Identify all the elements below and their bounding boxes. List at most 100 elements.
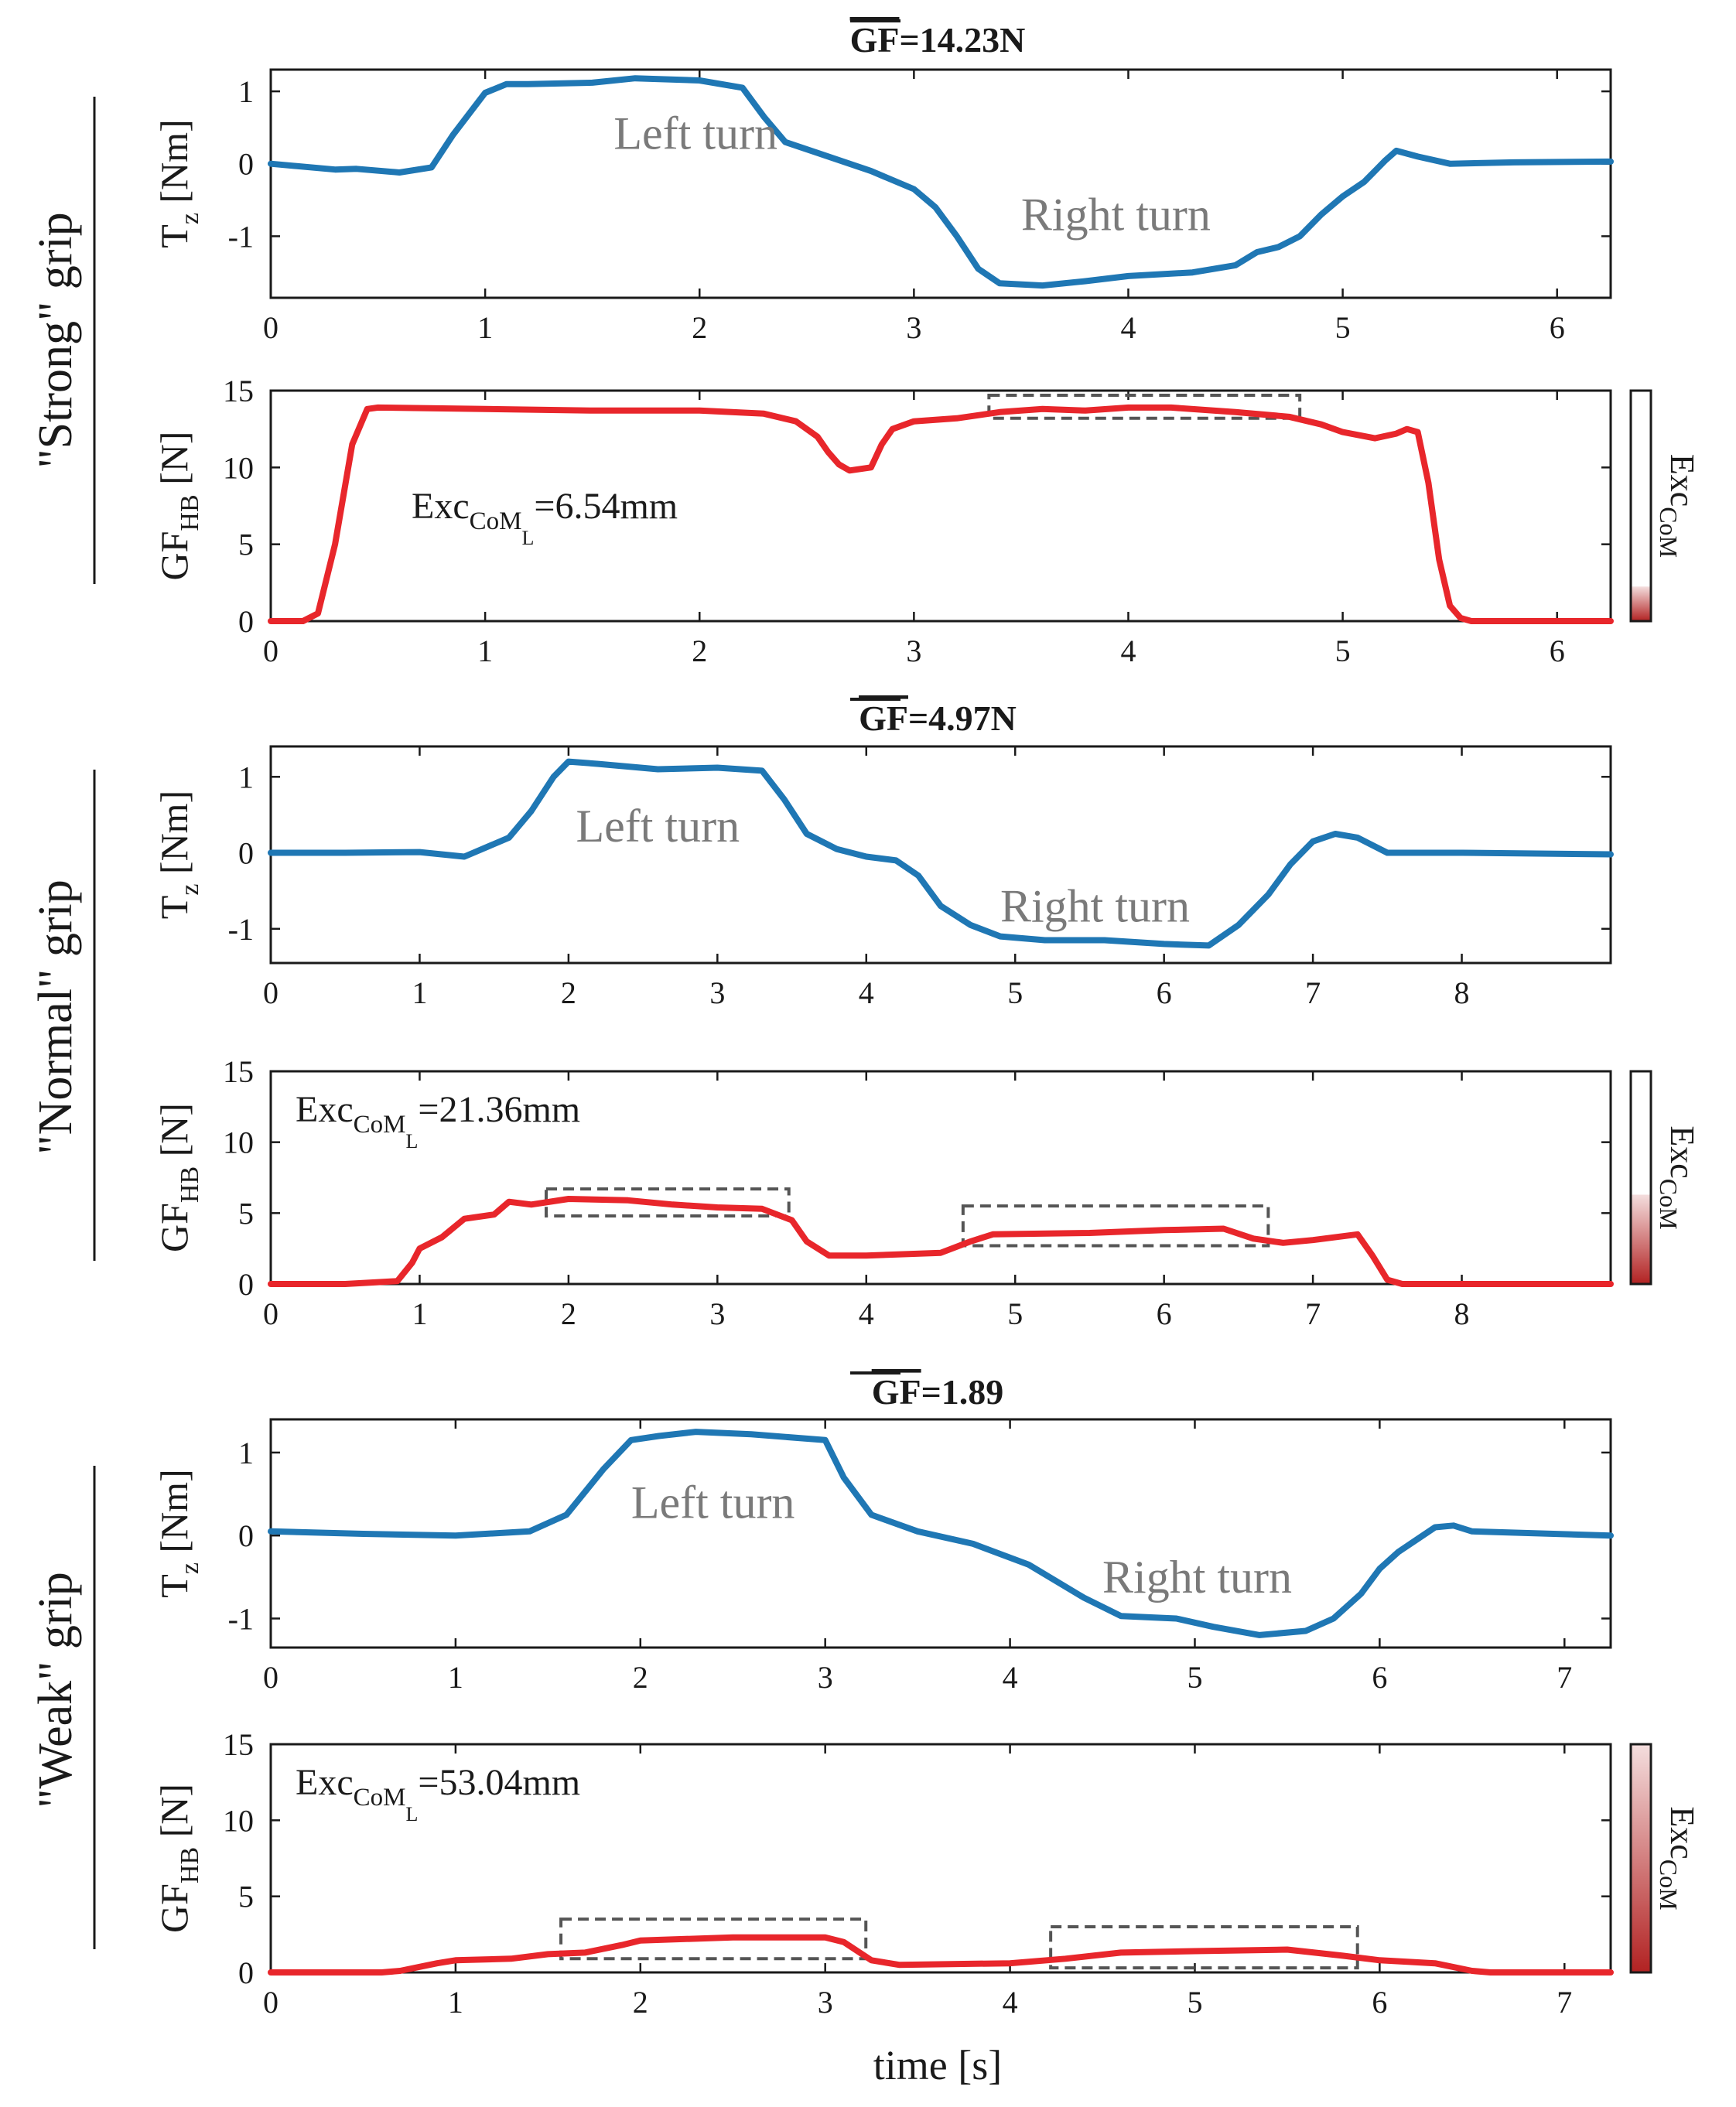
turn-annotation: Right turn (1102, 1552, 1292, 1603)
grip-y-axis-label: GFHB [N] (152, 1103, 204, 1252)
x-tick-label: 0 (263, 1985, 279, 2020)
turn-annotation: Left turn (631, 1477, 795, 1528)
highlight-box (1049, 1925, 1359, 1970)
x-tick-label: 1 (412, 1296, 427, 1331)
colorbar-label: ExcCoM (1655, 1125, 1701, 1229)
highlight-box (987, 393, 1302, 420)
y-tick-label: 5 (238, 1880, 254, 1914)
panel-title: GF=14.23N (850, 20, 1026, 60)
x-tick-label: 4 (859, 975, 874, 1010)
y-tick-label: 5 (238, 1196, 254, 1231)
grip-force-series-line (268, 1196, 1614, 1287)
y-tick-label: 5 (238, 528, 254, 562)
x-tick-label: 0 (263, 310, 279, 345)
grip-force-series-line (268, 1934, 1614, 1976)
turn-annotation: Left turn (576, 801, 740, 852)
x-tick-label: 5 (1335, 633, 1351, 668)
grip-y-axis-label: GFHB [N] (152, 1784, 204, 1933)
grip-axes-frame (269, 1070, 1612, 1286)
torque-axes-frame (269, 68, 1612, 299)
torque-series-line (268, 758, 1614, 949)
x-tick-label: 3 (709, 975, 725, 1010)
y-tick-label: -1 (228, 1601, 254, 1636)
x-tick-label: 1 (477, 633, 493, 668)
grip-panel-2: 0 1 2 3 4 5 6 7 0 5 10 15 GFHB [N] (152, 1727, 1614, 2020)
x-tick-label: 1 (448, 1660, 463, 1695)
x-tick-label: 7 (1557, 1660, 1572, 1695)
x-tick-label: 3 (818, 1660, 833, 1695)
turn-annotation: Left turn (613, 108, 777, 159)
x-tick-label: 2 (633, 1660, 648, 1695)
x-tick-label: 2 (692, 633, 707, 668)
grip-force-series-line (268, 404, 1614, 624)
torque-series-line (268, 75, 1614, 289)
y-tick-label: 10 (223, 450, 254, 485)
x-tick-label: 5 (1335, 310, 1351, 345)
colorbar-label: ExcCoM (1655, 1806, 1701, 1910)
torque-y-axis-label: Tz [Nm] (152, 1469, 204, 1597)
x-tick-label: 0 (263, 1660, 279, 1695)
x-tick-label: 4 (1120, 633, 1136, 668)
torque-y-axis-label: Tz [Nm] (152, 119, 204, 248)
torque-series-line (268, 1429, 1614, 1638)
highlight-box (545, 1187, 791, 1217)
turn-annotation: Right turn (1021, 189, 1211, 240)
x-tick-label: 0 (263, 975, 279, 1010)
excursion-colorbar-frame (1629, 1070, 1652, 1286)
y-tick-label: 15 (223, 1727, 254, 1762)
x-tick-label: 6 (1372, 1660, 1387, 1695)
x-tick-label: 1 (448, 1985, 463, 2020)
x-tick-label: 7 (1305, 1296, 1321, 1331)
x-tick-label: 7 (1557, 1985, 1572, 2020)
excursion-annotation: ExcCoML=6.54mm (412, 486, 678, 549)
y-tick-label: 0 (238, 1267, 254, 1302)
panel-title: GF=4.97N (859, 698, 1017, 738)
excursion-colorbar-fill (1631, 586, 1651, 621)
panel-title: GF=1.89 (872, 1372, 1004, 1412)
y-tick-label: 10 (223, 1803, 254, 1838)
x-tick-label: 6 (1157, 975, 1172, 1010)
torque-panel-0: 0 1 2 3 4 5 6 -1 0 1 Tz [Nm] Left turn Right turn (152, 68, 1614, 345)
excursion-colorbar-frame (1629, 389, 1652, 623)
y-tick-label: 10 (223, 1125, 254, 1160)
excursion-colorbar-fill (1631, 1194, 1651, 1284)
x-tick-label: 2 (692, 310, 707, 345)
y-tick-label: -1 (228, 219, 254, 254)
excursion-annotation: ExcCoML=53.04mm (296, 1762, 580, 1825)
x-tick-label: 4 (859, 1296, 874, 1331)
y-tick-label: 1 (238, 760, 254, 794)
y-tick-label: 1 (238, 1436, 254, 1470)
y-tick-label: 0 (238, 836, 254, 871)
y-tick-label: 1 (238, 74, 254, 109)
x-tick-label: 8 (1454, 975, 1470, 1010)
y-tick-label: 0 (238, 1955, 254, 1990)
grip-panel-0: 0 1 2 3 4 5 6 0 5 10 15 GFHB [N] (152, 374, 1614, 668)
x-tick-label: 0 (263, 1296, 279, 1331)
x-tick-label: 8 (1454, 1296, 1470, 1331)
x-tick-label: 3 (906, 633, 921, 668)
y-tick-label: 0 (238, 147, 254, 182)
x-tick-label: 5 (1007, 975, 1023, 1010)
highlight-box (559, 1917, 868, 1961)
x-tick-label: 6 (1157, 1296, 1172, 1331)
y-tick-label: 0 (238, 604, 254, 639)
torque-panel-1: 0 1 2 3 4 5 6 7 8 -1 0 1 Tz [Nm] Left turn Right turn (152, 745, 1614, 1010)
x-tick-label: 7 (1305, 975, 1321, 1010)
x-tick-label: 6 (1550, 310, 1565, 345)
y-tick-label: -1 (228, 912, 254, 947)
grip-group-label: "Normal" grip (29, 879, 82, 1154)
x-tick-label: 6 (1550, 633, 1565, 668)
x-tick-label: 5 (1007, 1296, 1023, 1331)
x-tick-label: 4 (1120, 310, 1136, 345)
grip-y-axis-label: GFHB [N] (152, 431, 204, 580)
x-axis-label: time [s] (873, 2042, 1002, 2088)
x-tick-label: 1 (412, 975, 427, 1010)
excursion-colorbar-fill (1631, 1744, 1651, 1972)
colorbar-label: ExcCoM (1655, 454, 1701, 558)
x-tick-label: 4 (1003, 1660, 1018, 1695)
y-tick-label: 15 (223, 374, 254, 408)
x-tick-label: 6 (1372, 1985, 1387, 2020)
y-tick-label: 15 (223, 1054, 254, 1089)
x-tick-label: 3 (709, 1296, 725, 1331)
